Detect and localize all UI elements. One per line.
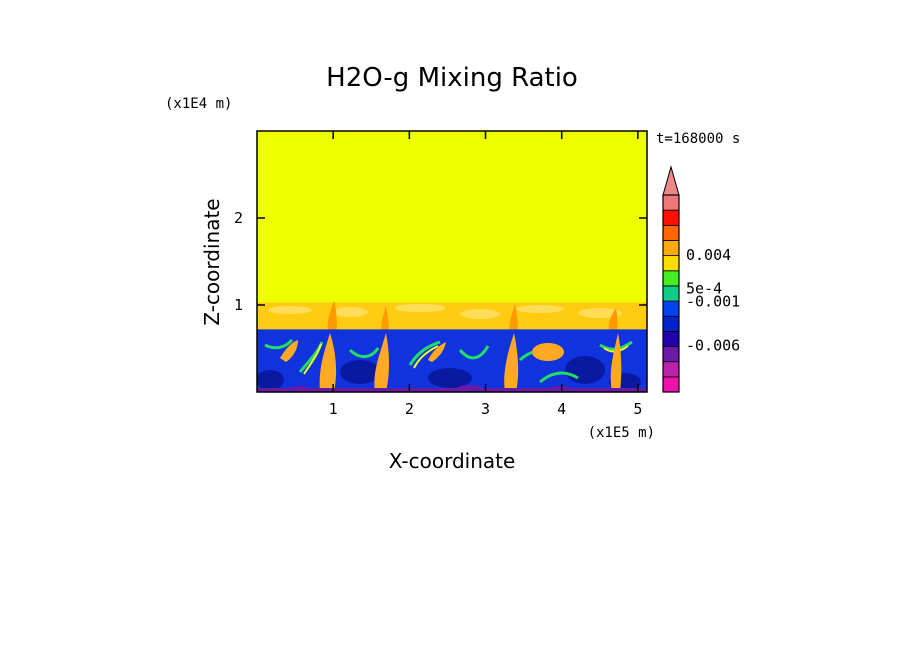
x-tick-label: 5	[633, 400, 642, 418]
y-tick-label: 2	[234, 209, 243, 227]
chart-title: H2O-g Mixing Ratio	[326, 63, 578, 93]
band-texture	[268, 304, 622, 319]
colorbar-segment	[662, 270, 680, 287]
plot-frame	[256, 130, 648, 393]
x-tick-label: 3	[481, 400, 490, 418]
y-scale-label: (x1E4 m)	[165, 96, 232, 112]
colorbar-segment	[662, 315, 680, 332]
bl-purple-surface	[257, 385, 647, 392]
colorbar-label: 0.004	[686, 246, 731, 264]
colorbar: 0.004 5e-4-0.001 -0.006	[662, 165, 740, 393]
x-ticks-group: 1 2 3 4 5	[329, 131, 642, 418]
y-axis-label: Z-coordinate	[200, 198, 224, 325]
colorbar-segment	[662, 209, 680, 226]
colorbar-segment	[662, 376, 680, 393]
time-label: t=168000 s	[656, 131, 740, 147]
y-ticks-group: 12	[234, 209, 647, 314]
colorbar-segment	[662, 346, 680, 363]
moist-band	[257, 302, 647, 330]
colorbar-segment	[662, 255, 680, 272]
x-tick-label: 1	[329, 400, 338, 418]
colorbar-extend-arrow	[662, 165, 680, 196]
colorbar-segment	[662, 224, 680, 241]
colorbar-segment	[662, 300, 680, 317]
colorbar-label: -0.006	[686, 337, 740, 355]
colorbar-segment	[662, 240, 680, 257]
colorbar-segment	[662, 330, 680, 347]
x-tick-label: 4	[557, 400, 566, 418]
colorbar-segment	[662, 194, 680, 211]
bl-orange-plumes	[280, 333, 622, 392]
colorbar-label: -0.001	[686, 292, 740, 310]
x-tick-label: 2	[405, 400, 414, 418]
colorbar-label: 5e-4	[686, 280, 722, 298]
band-plumes	[327, 300, 618, 333]
x-axis-label: X-coordinate	[389, 449, 516, 473]
colorbar-frame	[662, 194, 680, 393]
colorbar-segment	[662, 285, 680, 302]
colorbar-segment	[662, 361, 680, 378]
x-scale-label: (x1E5 m)	[588, 425, 655, 441]
y-tick-label: 1	[234, 296, 243, 314]
